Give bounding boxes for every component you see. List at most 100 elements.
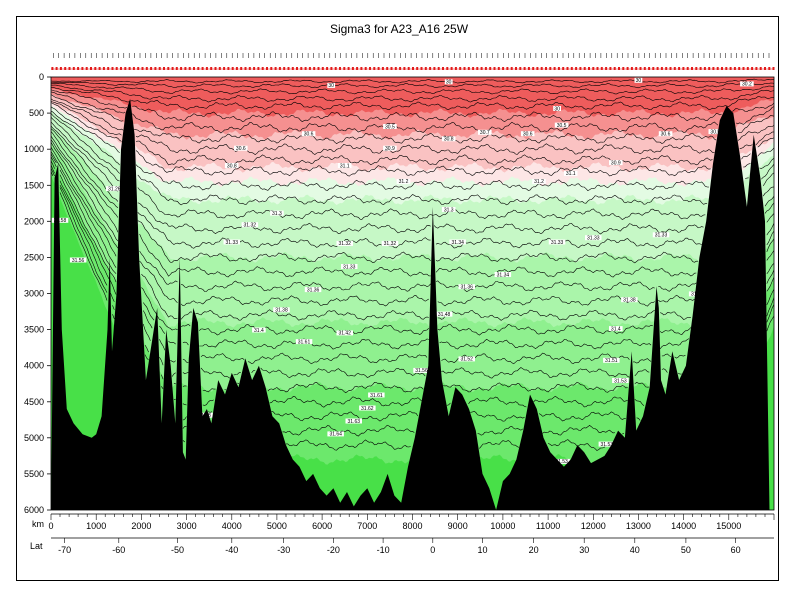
station-marker — [244, 67, 247, 70]
contour-label-bg — [327, 431, 344, 437]
contour-label-text: 31.3 — [272, 211, 282, 217]
contour-label: 30.9 — [609, 160, 623, 166]
station-marker — [733, 67, 736, 70]
station-marker — [339, 67, 341, 70]
contour-label-text: 31.38 — [623, 298, 636, 304]
station-marker — [145, 67, 148, 70]
contour-label-bg — [435, 311, 453, 317]
contour-label: 31.51 — [603, 357, 620, 364]
x-tick-label: 15000 — [716, 521, 741, 531]
contour-line — [51, 106, 774, 191]
contour-label: 31.3 — [270, 210, 284, 217]
station-marker — [725, 67, 728, 70]
contour-label: 31.62 — [359, 405, 376, 412]
lat-tick-label: -20 — [327, 545, 340, 555]
lat-tick-label: -70 — [58, 545, 71, 555]
contour-label: 30.6 — [520, 131, 535, 138]
contour-label: 30 — [634, 77, 643, 84]
contour-label-bg — [223, 239, 240, 245]
station-marker — [502, 67, 505, 70]
contour-label: 30.5 — [708, 129, 723, 135]
contour-label-bg — [252, 327, 266, 333]
contour-line — [51, 125, 774, 264]
contour-label-bg — [548, 239, 566, 245]
contour-label-bg — [585, 235, 602, 241]
station-marker — [111, 67, 114, 70]
contour-label-bg — [396, 178, 411, 184]
contour-label-text: 31.3 — [444, 207, 454, 213]
station-marker — [171, 67, 174, 70]
contour-label-bg — [609, 326, 623, 332]
station-marker — [592, 67, 595, 70]
contour-label-bg — [381, 240, 399, 246]
station-marker — [686, 67, 689, 70]
station-marker — [180, 67, 183, 70]
station-marker — [321, 67, 324, 70]
station-marker — [128, 67, 131, 70]
contour-label-text: 31.64 — [329, 432, 342, 438]
contour-label-text: 31.56 — [72, 258, 85, 264]
lat-tick-label: 40 — [630, 545, 640, 555]
contour-line — [51, 94, 774, 144]
station-marker — [94, 67, 97, 70]
station-marker — [72, 67, 75, 70]
station-marker — [154, 67, 157, 70]
station-marker — [124, 67, 127, 70]
station-marker — [308, 67, 311, 70]
contour-line — [51, 146, 774, 350]
contour-label-bg — [336, 240, 353, 246]
station-marker — [141, 67, 144, 70]
y-tick-label: 5500 — [24, 469, 44, 479]
contour-label-text: 30.7 — [480, 130, 490, 136]
contour-label-bg — [494, 272, 512, 277]
contour-label-text: 31.36 — [307, 287, 320, 293]
contour-label-bg — [270, 210, 284, 216]
contour-label-text: 30.5 — [385, 124, 395, 130]
contour-label-text: 31.53 — [614, 378, 627, 384]
x-tick-label: 8000 — [402, 521, 422, 531]
contour-label: 31.32 — [381, 240, 399, 247]
station-marker — [433, 67, 436, 70]
station-marker — [257, 67, 260, 70]
contour-label: 31.32 — [336, 240, 353, 247]
isopycnal-contours — [51, 78, 774, 451]
station-marker — [545, 67, 547, 70]
contour-label-bg — [336, 330, 353, 336]
y-tick-label: 4000 — [24, 361, 44, 371]
y-tick-label: 1000 — [24, 144, 44, 154]
contour-label: 31.61 — [295, 339, 313, 345]
contour-label: 30 — [327, 82, 336, 89]
station-marker — [652, 67, 655, 70]
contour-label-bg — [563, 170, 578, 176]
contour-label: 31.4 — [252, 327, 266, 334]
station-marker — [184, 67, 187, 70]
contour-line — [51, 153, 774, 379]
station-marker — [313, 67, 316, 70]
station-marker — [476, 67, 479, 70]
station-marker — [283, 67, 286, 70]
contour-label: 31.36 — [458, 284, 475, 291]
contour-label-text: 31.34 — [451, 240, 464, 246]
station-marker — [85, 67, 88, 70]
station-marker — [369, 67, 371, 70]
seafloor-profile — [51, 98, 770, 510]
contour-label-text: 31.4 — [254, 328, 264, 334]
contour-line — [51, 131, 774, 293]
station-marker — [484, 67, 487, 70]
station-marker — [596, 67, 599, 70]
station-marker — [626, 67, 629, 70]
station-marker — [721, 67, 723, 70]
contour-label: 31.38 — [621, 297, 638, 304]
station-marker — [120, 67, 122, 70]
station-marker — [287, 67, 290, 70]
station-marker — [193, 67, 195, 70]
contour-label-text: 31.32 — [384, 241, 397, 247]
station-marker — [214, 67, 217, 70]
station-marker — [660, 67, 663, 70]
contour-label: 30 — [553, 106, 561, 112]
contour-label: 31.33 — [585, 235, 602, 242]
station-marker — [296, 67, 298, 70]
contour-line — [51, 78, 774, 84]
contour-label-text: 31.33 — [343, 264, 356, 270]
station-marker — [274, 67, 277, 70]
